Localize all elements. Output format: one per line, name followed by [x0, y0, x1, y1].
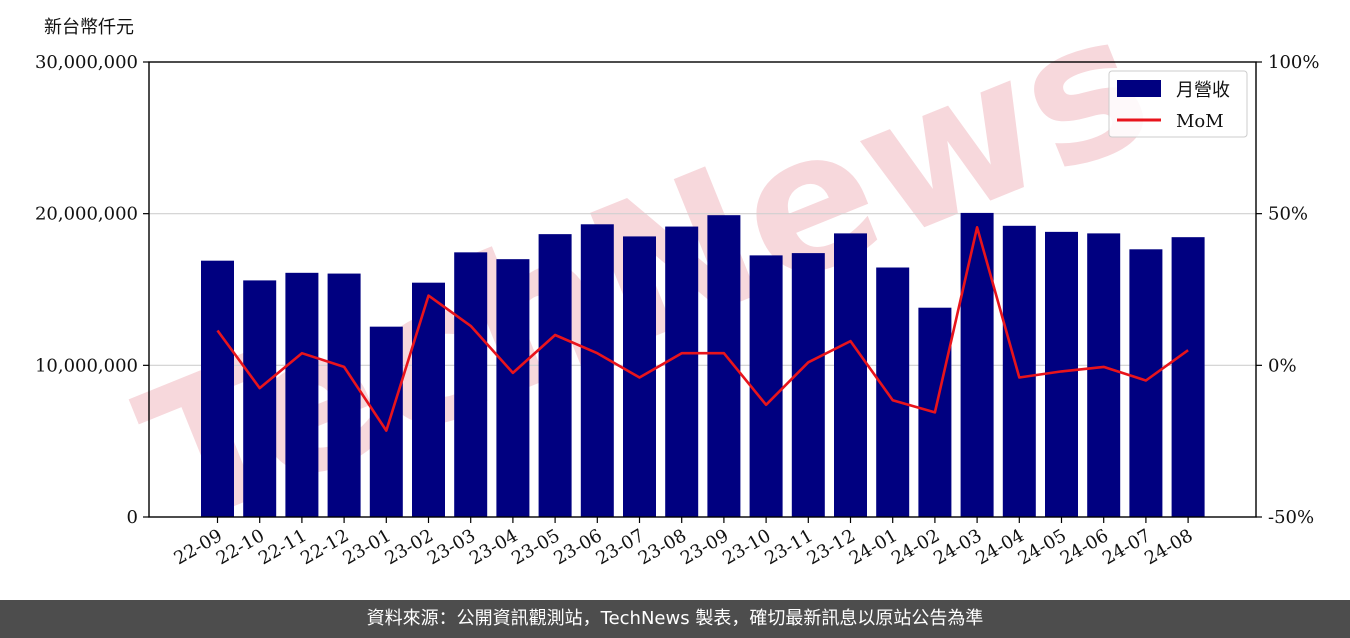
bar-23-05 [538, 234, 572, 517]
legend-label-mom: MoM [1176, 111, 1224, 132]
axes [148, 61, 1257, 518]
bar-23-03 [454, 252, 488, 517]
bar-23-01 [369, 326, 403, 517]
bar-23-06 [580, 224, 614, 518]
y-tick-label-3: 30,000,000 [35, 52, 138, 73]
bar-23-08 [665, 226, 699, 517]
bar-24-05 [1045, 231, 1078, 517]
y-tick-label-1: 10,000,000 [35, 355, 138, 376]
plot-frame [148, 61, 1257, 518]
legend-swatch-bar [1117, 80, 1161, 97]
source-footer: 資料來源：公開資訊觀測站，TechNews 製表，確切最新訊息以原站公告為準 [0, 600, 1350, 638]
bar-23-11 [791, 253, 825, 517]
revenue-chart: TechNews 010,000,00020,000,00030,000,000… [35, 0, 1320, 570]
bar-23-12 [834, 233, 867, 517]
y2-tick-label-1: 0% [1268, 355, 1297, 376]
bar-23-02 [412, 282, 445, 517]
x-tick-label-24-08: 24-08 [1141, 525, 1196, 569]
y-tick-label-2: 20,000,000 [35, 204, 138, 225]
y2-tick-label-0: -50% [1268, 507, 1314, 528]
legend: 月營收 MoM [1108, 70, 1248, 138]
y2-tick-label-3: 100% [1268, 52, 1319, 73]
bar-24-08 [1171, 237, 1205, 518]
y-axis-unit-label: 新台幣仟元 [44, 17, 134, 38]
bar-series [201, 212, 1205, 518]
bar-24-01 [876, 267, 910, 517]
bar-24-03 [960, 212, 994, 518]
mom-line [216, 226, 1189, 432]
bar-24-04 [1002, 225, 1036, 518]
bar-22-10 [243, 280, 277, 517]
y2-tick-label-2: 50% [1268, 204, 1308, 225]
bar-24-06 [1087, 233, 1121, 517]
bar-22-11 [285, 272, 319, 517]
bar-22-12 [327, 273, 361, 517]
bar-24-07 [1129, 249, 1163, 517]
mom-line-series [216, 226, 1189, 432]
bar-23-04 [496, 259, 530, 517]
legend-label-revenue: 月營收 [1176, 80, 1230, 101]
bar-23-10 [749, 255, 783, 517]
bar-22-09 [201, 260, 234, 517]
y-tick-label-0: 0 [127, 507, 138, 528]
